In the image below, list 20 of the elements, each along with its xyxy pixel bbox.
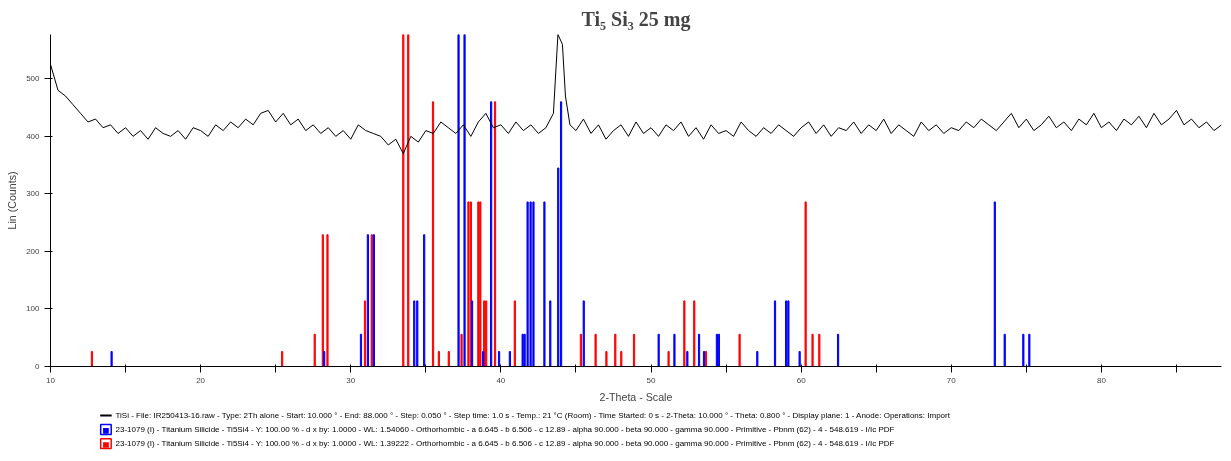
x-tick-label: 60 <box>796 375 807 385</box>
legend-label: 23-1079 (I) - Titanium Silicide - Ti5Si4 - Y: 100.00 % - d x by: 1.0000 - WL: 1.39222 - Orthorhombic - a 6.645 - b 6.506 - c 12.89 - alpha 90.000 - beta 90.000 - gamma 90.000 - Primitive - Pbnm (62) - 4 - 548.619 - I/Ic PDF <box>115 439 895 449</box>
x-axis-title: 2-Theta - Scale <box>599 390 673 403</box>
x-tick-label: 50 <box>646 375 657 385</box>
x-tick-label: 80 <box>1096 375 1107 385</box>
chart-title: Ti₅ Si₃ 25 mg <box>581 7 691 31</box>
x-tick-label: 10 <box>46 375 56 385</box>
y-tick-label: 300 <box>26 189 41 199</box>
y-tick-label: 200 <box>26 246 41 256</box>
y-tick-label: 500 <box>26 74 41 84</box>
x-tick-label: 70 <box>946 375 957 385</box>
x-tick-label: 30 <box>346 375 356 385</box>
y-tick-label: 0 <box>35 362 41 371</box>
legend-label: 23-1079 (I) - Titanium Silicide - Ti5Si4 - Y: 100.00 % - d x by: 1.0000 - WL: 1.54060 - Orthorhombic - a 6.645 - b 6.506 - c 12.89 - alpha 90.000 - beta 90.000 - gamma 90.000 - Primitive - Pbnm (62) - 4 - 548.619 - I/Ic PDF <box>115 425 895 434</box>
x-tick-label: 20 <box>196 375 206 385</box>
y-axis-title: Lin (Counts) <box>6 171 19 230</box>
y-tick-label: 400 <box>26 131 41 141</box>
legend-label: TiSi - File: IR250413-16.raw - Type: 2Th alone - Start: 10.000 ° - End: 88.000 ° - Step: 0.050 ° - Step time: 1.0 s - Temp.: 21 °C (Room) - Time Started: 0 s - 2-Theta: 10.000 ° - Theta: 0.800 ° - Display plane: 1 - Anode: Operations: Import <box>115 410 951 420</box>
x-tick-label: 40 <box>496 375 506 385</box>
y-tick-label: 100 <box>26 304 41 314</box>
